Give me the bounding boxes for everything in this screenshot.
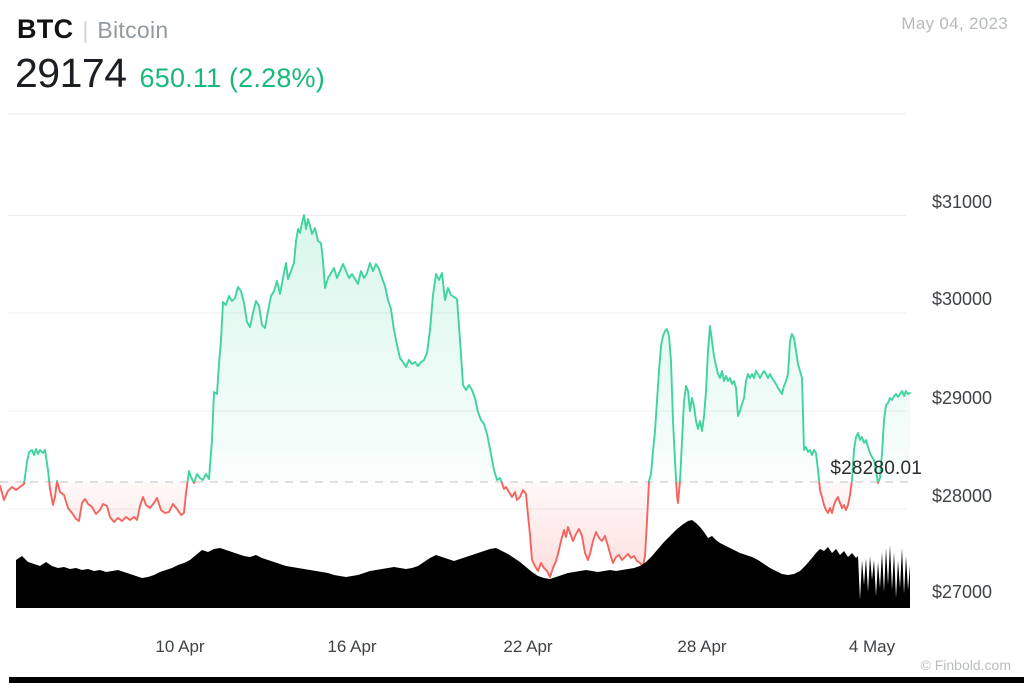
x-axis-label: 10 Apr — [155, 637, 205, 656]
y-axis-label: $28000 — [932, 486, 993, 506]
chart-date: May 04, 2023 — [901, 14, 1008, 33]
y-axis-label: $31000 — [932, 192, 993, 212]
y-axis-label: $27000 — [932, 582, 993, 602]
x-axis-label: 16 Apr — [327, 637, 377, 656]
asset-symbol: BTC — [17, 14, 74, 44]
bottom-border-bar — [9, 677, 1024, 683]
title-separator: | — [82, 17, 89, 43]
widget-title: BTC | Bitcoin — [17, 14, 169, 45]
y-axis-label: $30000 — [932, 289, 993, 309]
baseline-price-label: $28280.01 — [830, 458, 922, 479]
y-axis-label: $29000 — [932, 388, 993, 408]
x-axis-label: 28 Apr — [677, 637, 727, 656]
asset-name: Bitcoin — [97, 17, 169, 43]
current-price: 29174 — [15, 50, 127, 96]
price-change: 650.11 (2.28%) — [139, 63, 325, 93]
x-axis-label: 4 May — [848, 637, 896, 656]
x-axis-label: 22 Apr — [503, 637, 553, 656]
price-row: 29174 650.11 (2.28%) — [15, 50, 325, 97]
finbold-watermark: © Finbold.com — [920, 657, 1011, 673]
